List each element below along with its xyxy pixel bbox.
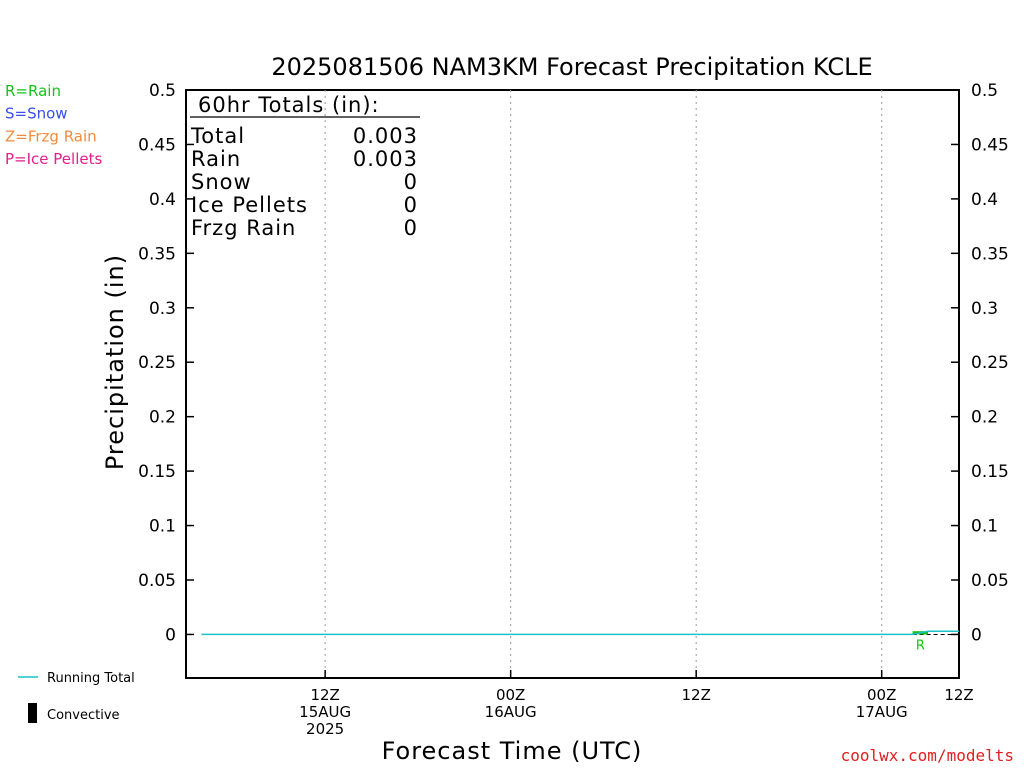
y-tick-label-right: 0.4 — [971, 190, 998, 210]
convective-legend-label: Convective — [47, 708, 120, 723]
y-tick-label-right: 0.35 — [971, 244, 1009, 264]
totals-label-frzg-rain: Frzg Rain — [191, 216, 296, 240]
series-legend: Running Total Convective — [18, 671, 135, 723]
y-tick-label-left: 0.25 — [138, 353, 176, 373]
y-tick-label-right: 0.25 — [971, 353, 1009, 373]
totals-box: 60hr Totals (in): Total 0.003 Rain 0.003… — [190, 93, 420, 240]
y-tick-label-left: 0.1 — [149, 517, 176, 537]
x-tick-label: 00Z — [867, 686, 896, 704]
y-tick-label-right: 0.05 — [971, 571, 1009, 591]
convective-swatch — [28, 703, 37, 723]
y-tick-label-right: 0.2 — [971, 408, 998, 428]
y-tick-label-left: 0.2 — [149, 408, 176, 428]
y-tick-label-left: 0.15 — [138, 462, 176, 482]
y-tick-label-right: 0.5 — [971, 81, 998, 101]
y-tick-label-left: 0.05 — [138, 571, 176, 591]
totals-heading: 60hr Totals (in): — [198, 93, 380, 117]
x-tick-label: 16AUG — [485, 703, 537, 721]
y-tick-label-right: 0.45 — [971, 135, 1009, 155]
y-tick-label-right: 0 — [971, 625, 982, 645]
ptype-legend-item: S=Snow — [5, 105, 68, 123]
y-tick-label-right: 0.15 — [971, 462, 1009, 482]
y-tick-label-left: 0.5 — [149, 81, 176, 101]
running-total-line — [201, 630, 959, 636]
totals-label-rain: Rain — [191, 147, 241, 171]
site-credit: coolwx.com/modelts — [841, 746, 1014, 765]
ptype-legend-item: Z=Frzg Rain — [5, 127, 97, 145]
y-tick-label-right: 0.1 — [971, 517, 998, 537]
totals-label-snow: Snow — [191, 170, 252, 194]
totals-value-frzg-rain: 0 — [404, 216, 418, 240]
totals-label-total: Total — [190, 124, 245, 148]
precip-type-mark: R — [916, 638, 925, 653]
totals-value-total: 0.003 — [353, 124, 418, 148]
x-tick-label: 17AUG — [856, 703, 908, 721]
x-axis-label: Forecast Time (UTC) — [382, 737, 643, 765]
x-tick-label: 12Z — [944, 686, 973, 704]
y-tick-label-left: 0.4 — [149, 190, 176, 210]
totals-value-rain: 0.003 — [353, 147, 418, 171]
y-axis-label: Precipitation (in) — [101, 254, 129, 470]
x-tick-label: 12Z — [681, 686, 710, 704]
x-tick-label: 12Z — [310, 686, 339, 704]
data-layer: R — [201, 630, 959, 653]
y-tick-label-left: 0.35 — [138, 244, 176, 264]
vertical-gridlines — [324, 90, 883, 678]
y-axis-ticks: 0 00.05 0.050.1 0.10.15 0.150.2 0.20.25 0.250.… — [138, 81, 1009, 645]
x-tick-label: 00Z — [496, 686, 525, 704]
running-total-legend-label: Running Total — [47, 671, 135, 686]
x-tick-label: 2025 — [306, 720, 344, 738]
chart-title: 2025081506 NAM3KM Forecast Precipitation… — [271, 53, 872, 81]
y-tick-label-left: 0.3 — [149, 299, 176, 319]
ptype-legend-item: R=Rain — [5, 82, 61, 100]
x-tick-label: 15AUG — [299, 703, 351, 721]
totals-value-snow: 0 — [404, 170, 418, 194]
totals-label-ice-pellets: Ice Pellets — [191, 193, 308, 217]
y-tick-label-left: 0 — [165, 625, 176, 645]
y-tick-label-left: 0.45 — [138, 135, 176, 155]
ptype-legend-item: P=Ice Pellets — [5, 150, 102, 168]
precip-type-legend: R=Rain S=Snow Z=Frzg Rain P=Ice Pellets — [5, 82, 102, 168]
totals-value-ice-pellets: 0 — [404, 193, 418, 217]
y-tick-label-right: 0.3 — [971, 299, 998, 319]
plot-frame — [185, 89, 960, 679]
